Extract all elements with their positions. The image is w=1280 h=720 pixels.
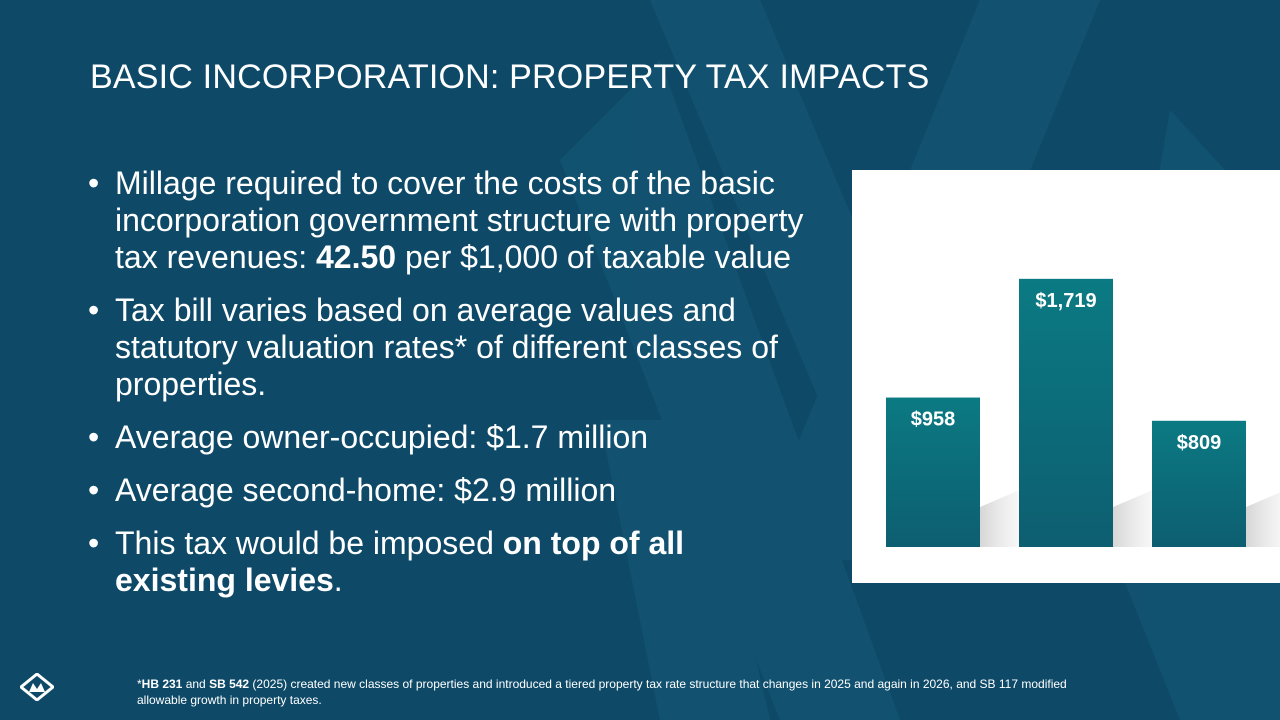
bar-data-label: $958 — [911, 409, 956, 431]
bullet-text: Tax bill varies based on average values … — [115, 292, 778, 402]
chart-bar — [1152, 420, 1246, 547]
bullet-item: • Millage required to cover the costs of … — [88, 165, 808, 276]
bullet-text: on top of all existing levies — [115, 525, 685, 598]
chart-bar — [886, 397, 980, 547]
chart-bar — [1019, 278, 1113, 547]
bullet-text: Average second-home: $2.9 million — [115, 472, 617, 508]
footnote-text: * — [137, 677, 142, 691]
slide-title: BASIC INCORPORATION: PROPERTY TAX IMPACT… — [90, 58, 930, 96]
bullet-text: This tax would be imposed — [115, 525, 503, 561]
footnote-text: SB 542 — [209, 677, 250, 691]
chart-panel: $958 $1,719 $809 — [852, 170, 1280, 583]
bullet-item: • Tax bill varies based on average values… — [88, 292, 808, 403]
bullet-item: • This tax would be imposed on top of all… — [88, 525, 808, 599]
bullet-text: Average owner-occupied: $1.7 million — [115, 419, 649, 455]
bullet-list: • Millage required to cover the costs of … — [88, 165, 808, 615]
footnote-text: and — [182, 677, 210, 691]
bullet-dot-icon: • — [88, 165, 100, 201]
bullet-item: • Average owner-occupied: $1.7 million — [88, 419, 808, 456]
bullet-text: 42.50 — [316, 239, 397, 275]
footnote: *HB 231 and SB 542 (2025) created new cl… — [137, 676, 1097, 708]
bullet-dot-icon: • — [88, 525, 100, 561]
footnote-text: HB 231 — [141, 677, 183, 691]
bullet-dot-icon: • — [88, 419, 100, 455]
bar-shadow — [1246, 492, 1280, 547]
bullet-text: per $1,000 of taxable value — [396, 239, 792, 275]
bullet-dot-icon: • — [88, 292, 100, 328]
bullet-text: Millage required to cover the costs of t… — [115, 165, 804, 275]
bar-data-label: $809 — [1177, 432, 1222, 454]
bar-data-label: $1,719 — [1035, 290, 1096, 312]
bullet-text: . — [333, 562, 343, 598]
footnote-text: (2025) created new classes of properties… — [137, 677, 1067, 707]
bullet-dot-icon: • — [88, 472, 100, 508]
bullet-item: • Average second-home: $2.9 million — [88, 472, 808, 509]
bar-chart: $958 $1,719 $809 — [886, 278, 1280, 547]
organization-logo-icon — [20, 673, 54, 701]
